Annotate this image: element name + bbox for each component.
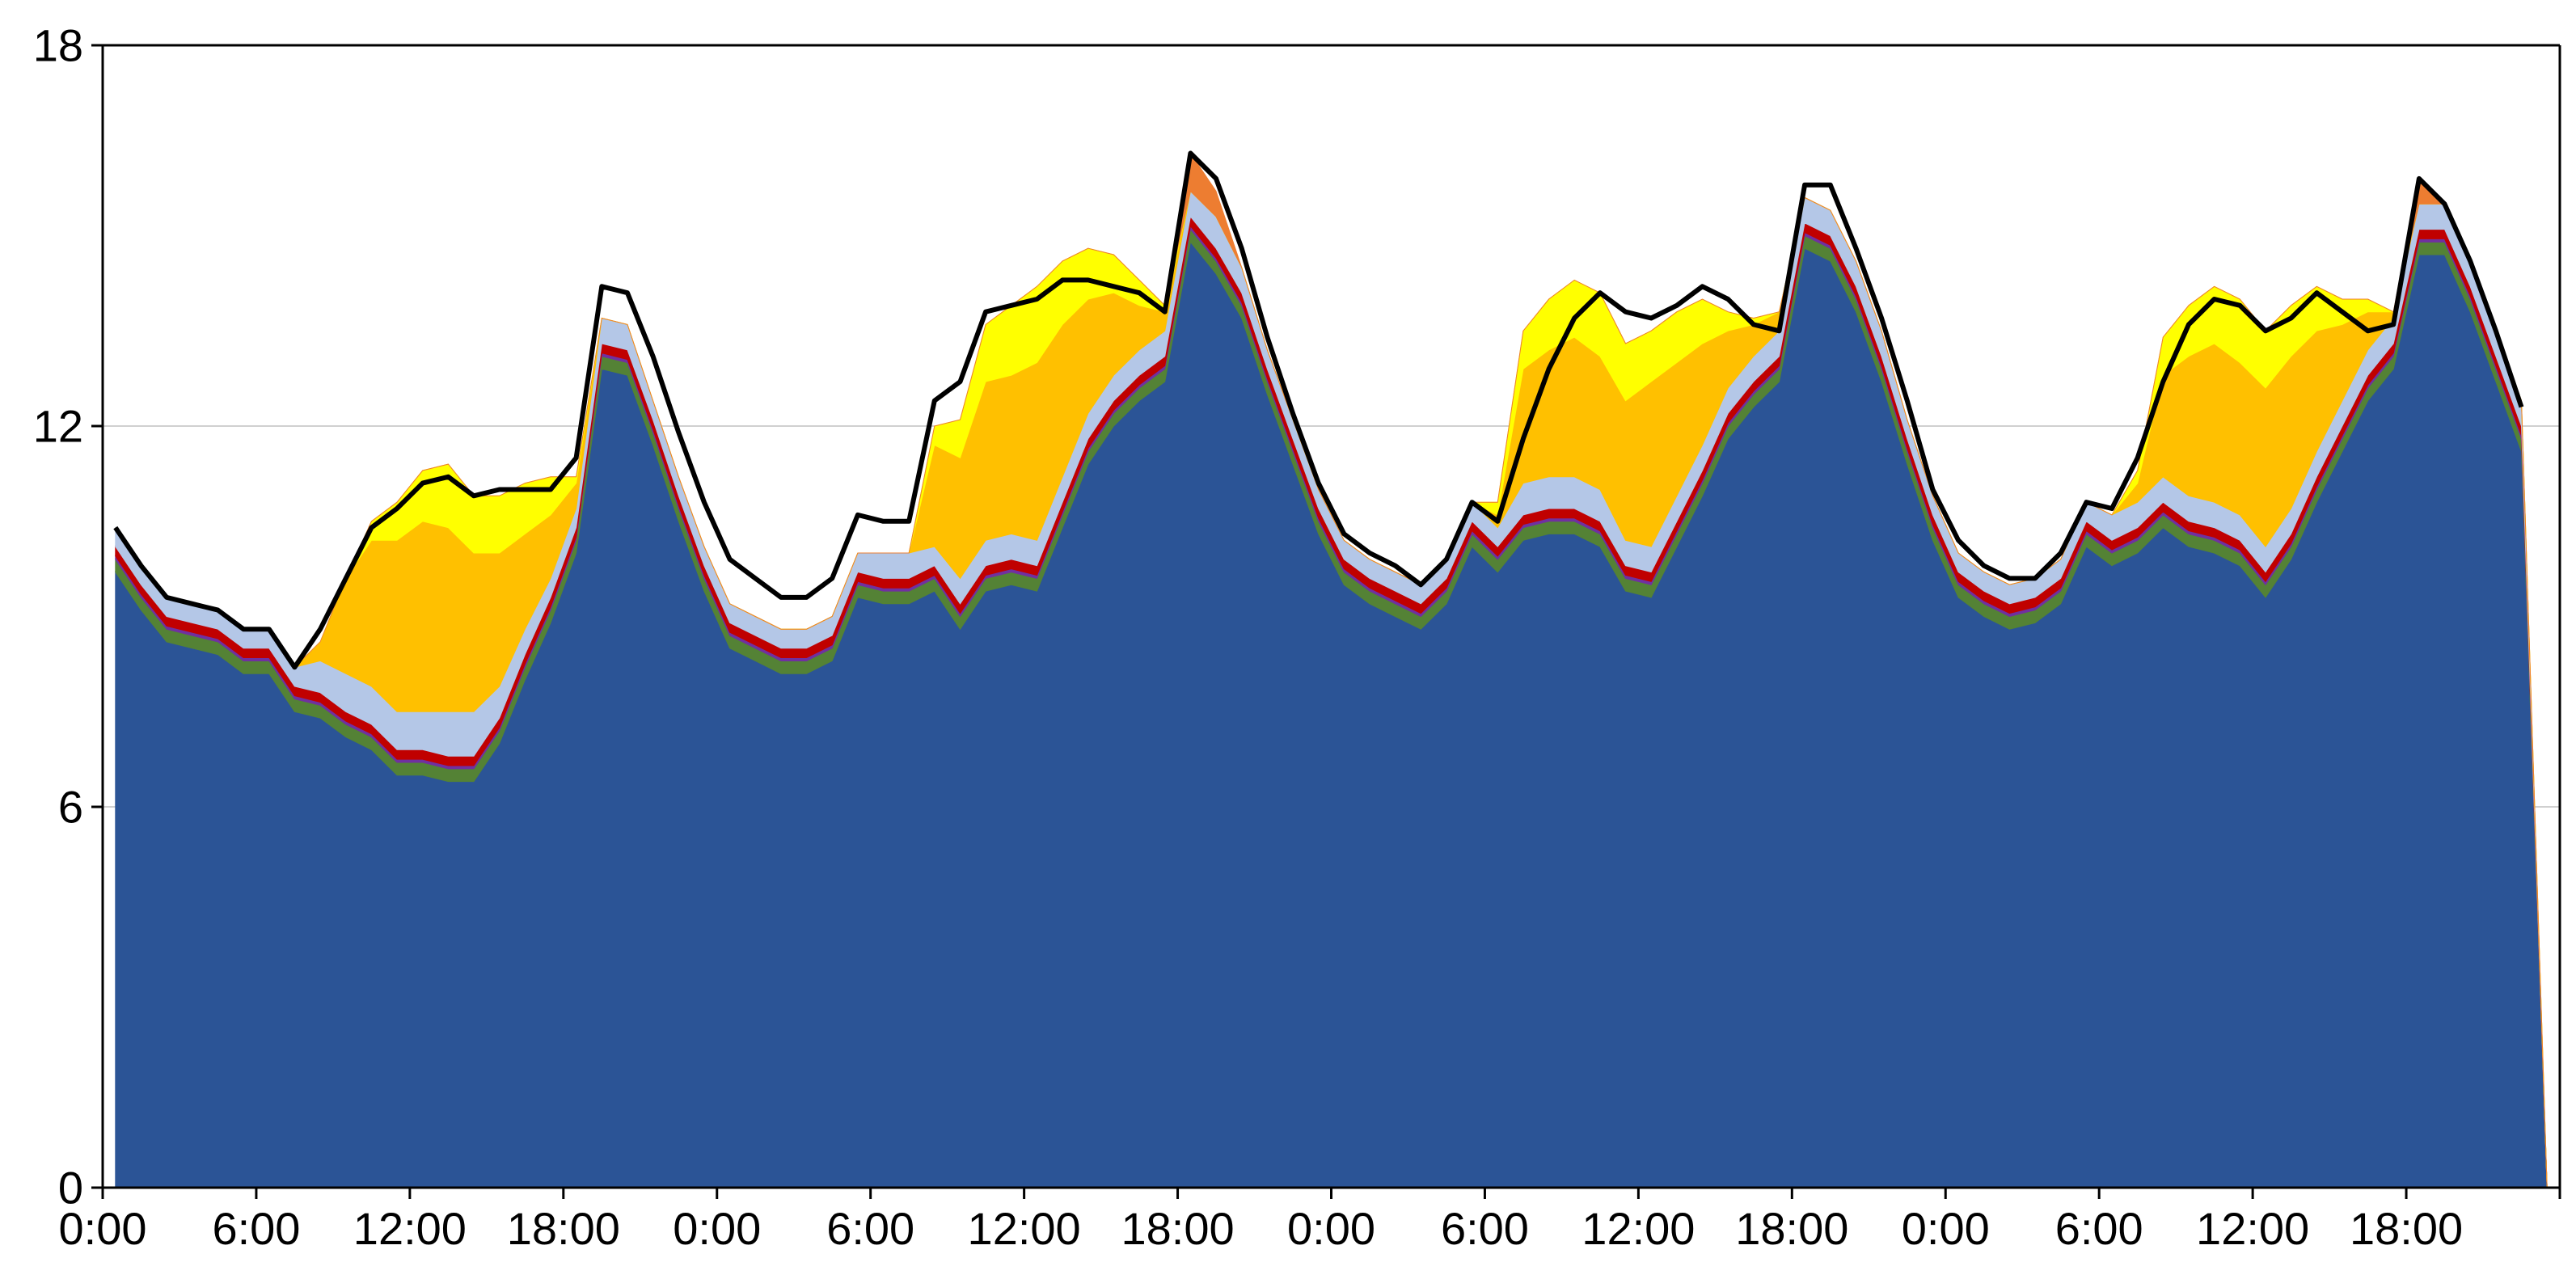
- y-tick-label: 6: [58, 782, 83, 833]
- x-tick-label: 6:00: [1441, 1203, 1529, 1254]
- y-tick-labels: 0 6 12 18: [33, 20, 83, 1214]
- x-tick-label: 0:00: [673, 1203, 761, 1254]
- total-line: [113, 150, 2524, 670]
- x-tick-label: 18:00: [1735, 1203, 1848, 1254]
- x-tick-label: 12:00: [1581, 1203, 1695, 1254]
- axes: [91, 44, 2561, 1199]
- x-tick-label: 6:00: [2055, 1203, 2143, 1254]
- x-tick-label: 6:00: [826, 1203, 914, 1254]
- stacked-areas: [115, 152, 2548, 1188]
- x-tick-label: 6:00: [212, 1203, 300, 1254]
- x-tick-label: 18:00: [1121, 1203, 1234, 1254]
- x-tick-label: 12:00: [2196, 1203, 2309, 1254]
- x-tick-label: 0:00: [1287, 1203, 1375, 1254]
- x-tick-label: 18:00: [507, 1203, 620, 1254]
- y-tick-label: 0: [58, 1163, 83, 1214]
- x-tick-label: 12:00: [353, 1203, 467, 1254]
- y-tick-label: 12: [33, 401, 83, 452]
- x-tick-labels: 0:00 6:00 12:00 18:00 0:00 6:00 12:00 18:00 0:00…: [59, 1203, 2464, 1254]
- x-tick-label: 12:00: [968, 1203, 1081, 1254]
- x-tick-label: 0:00: [1902, 1203, 1990, 1254]
- x-tick-label: 18:00: [2350, 1203, 2463, 1254]
- total-series-line: [113, 150, 2524, 670]
- x-tick-label: 0:00: [59, 1203, 147, 1254]
- y-tick-label: 18: [33, 20, 83, 71]
